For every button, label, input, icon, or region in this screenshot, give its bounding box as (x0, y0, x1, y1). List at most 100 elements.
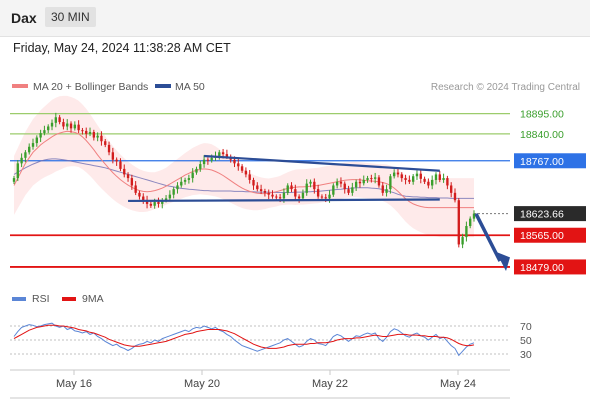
candle-body (313, 181, 316, 190)
pivot-label: 18767.00 (520, 156, 564, 168)
support-trendline (128, 198, 440, 203)
support-label-box-5 (514, 259, 586, 275)
candle-body (263, 191, 267, 193)
candle-body (54, 117, 57, 123)
candle-body (316, 189, 320, 197)
moving-averages (13, 130, 474, 209)
candle-body (373, 177, 377, 179)
bollinger-band (14, 95, 474, 238)
candle-body (111, 152, 115, 160)
rsi-legend-label: RSI (32, 293, 50, 305)
candle-body (282, 192, 286, 199)
credit-text: Research © 2024 Trading Central (431, 82, 580, 93)
ma50-legend-swatch (155, 84, 171, 88)
candle-body (28, 146, 31, 153)
rsi-tick-label: 30 (520, 349, 532, 361)
candle-body (438, 174, 441, 180)
top-bar: Dax 30 MIN (0, 0, 590, 37)
candle-body (35, 137, 38, 144)
rsi-ma-legend-label: 9MA (82, 293, 104, 305)
candle-body (47, 126, 50, 131)
candle-body (107, 144, 111, 153)
candle-body (431, 179, 434, 186)
ma20-legend-swatch (12, 84, 28, 88)
candle-body (225, 154, 229, 157)
ma20-line (13, 130, 474, 209)
candle-body (446, 178, 449, 186)
candle-body (415, 173, 419, 177)
candle-body (104, 141, 107, 145)
candle-body (24, 152, 27, 158)
candle-body (77, 124, 80, 131)
timeframe-button[interactable]: 30 MIN (45, 7, 96, 27)
x-tick-label: May 20 (184, 378, 220, 390)
candle-body (461, 237, 464, 245)
x-tick-label: May 24 (440, 378, 476, 390)
candle-body (119, 161, 122, 169)
candle-body (301, 192, 305, 199)
candle-body (267, 192, 270, 195)
rsi-ma-line (13, 324, 475, 349)
candle-body (457, 200, 460, 245)
candle-body (43, 130, 46, 134)
resistance-label-1: 18840.00 (520, 129, 564, 141)
candle-body (423, 178, 426, 182)
candle-body (404, 178, 407, 180)
candle-body (351, 187, 354, 193)
trendlines (128, 154, 510, 271)
candle-body (354, 181, 358, 188)
candle-body (244, 170, 248, 175)
candle-body (271, 194, 274, 197)
x-tick-label: May 22 (312, 378, 348, 390)
candle-body (73, 124, 77, 129)
candle-body (472, 213, 476, 219)
forecast-arrow-head (496, 251, 510, 271)
candle-body (408, 179, 411, 182)
candle-body (442, 178, 445, 180)
datetime-label: Friday, May 24, 2024 11:38:28 AM CET (13, 41, 231, 55)
x-tick-label: May 16 (56, 378, 92, 390)
candle-body (176, 185, 179, 190)
current-price-label-box (514, 206, 586, 222)
candle-body (362, 179, 365, 184)
ma20-legend-label: MA 20 + Bollinger Bands (33, 81, 148, 93)
candle-body (221, 152, 225, 155)
candle-body (142, 196, 145, 201)
resistance-trendline (204, 154, 440, 172)
candle-body (172, 189, 175, 195)
pivot-label-box (514, 153, 586, 169)
candle-body (157, 202, 160, 204)
candle-body (256, 185, 259, 190)
candle-body (450, 185, 453, 193)
candle-body (85, 130, 88, 134)
candle-body (16, 163, 19, 179)
candle-body (427, 181, 430, 186)
candle-body (199, 164, 202, 169)
candle-body (377, 177, 381, 186)
candle-body (465, 226, 468, 238)
symbol-title: Dax (11, 10, 37, 26)
rsi-tick-label: 70 (520, 321, 532, 333)
candle-body (297, 196, 301, 199)
candle-body (385, 189, 388, 193)
candle-body (100, 135, 103, 142)
price-labels: 18895.00 18840.00 18767.00 18623.66 18565.00… (514, 109, 586, 275)
candle-body (419, 173, 422, 179)
candle-body (210, 157, 213, 161)
rsi-legend-swatch (12, 297, 26, 301)
candle-body (161, 200, 164, 204)
candle-body (320, 196, 324, 198)
ma50-line (13, 158, 474, 199)
candle-body (275, 196, 278, 198)
candle-body (126, 174, 130, 179)
current-price-label: 18623.66 (520, 209, 564, 221)
candle-body (240, 166, 244, 171)
candle-body (130, 178, 134, 186)
rsi-tick-label: 50 (520, 335, 532, 347)
candle-body (145, 200, 149, 204)
candle-body (153, 202, 156, 206)
candle-body (168, 194, 172, 199)
candle-body (58, 117, 61, 123)
ma50-legend-label: MA 50 (175, 81, 205, 93)
